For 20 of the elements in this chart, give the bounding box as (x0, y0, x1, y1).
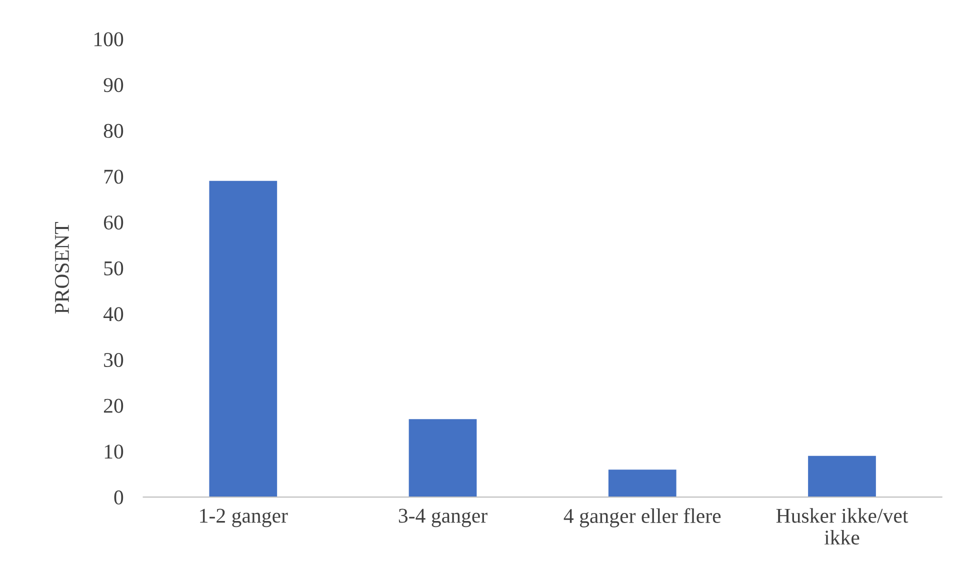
x-tick-label: 1-2 ganger (200, 508, 288, 528)
bar (808, 456, 876, 498)
bar (209, 180, 278, 498)
bar (408, 419, 477, 498)
y-tick-label: 60 (104, 216, 124, 230)
bar (608, 470, 676, 498)
y-axis-title: PROSENT (54, 222, 69, 314)
y-tick-label: 40 (103, 307, 124, 322)
y-tick-label: 10 (104, 444, 124, 459)
x-tick-label: 3-4 ganger (398, 508, 488, 528)
y-tick-label: 50 (104, 261, 124, 276)
y-tick-label: 30 (104, 352, 124, 368)
y-tick-label: 0 (114, 490, 124, 504)
y-tick-label: 20 (104, 398, 124, 413)
y-tick-label: 90 (104, 78, 124, 92)
x-tick-label: Husker ikke/vet ikke (776, 508, 908, 545)
y-tick-label: 80 (104, 124, 124, 138)
y-tick-label: 70 (104, 170, 124, 184)
x-tick-label: 4 ganger eller flere (564, 508, 721, 528)
y-tick-label: 100 (94, 32, 124, 46)
